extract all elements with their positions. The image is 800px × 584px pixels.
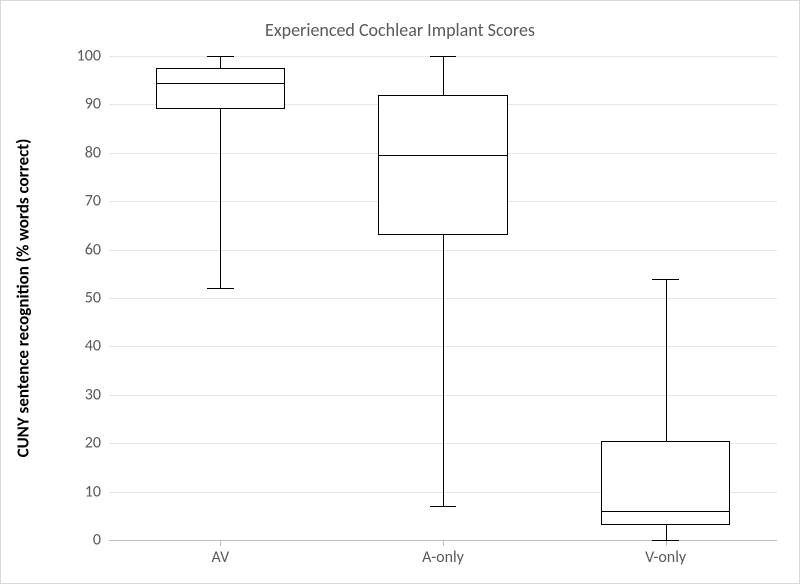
median-line <box>156 83 285 84</box>
whisker-cap-upper <box>652 279 679 280</box>
y-tick-label: 100 <box>77 47 101 66</box>
whisker-cap-upper <box>207 56 234 57</box>
y-tick-label: 20 <box>85 434 101 453</box>
y-tick-label: 0 <box>93 531 101 550</box>
y-tick-label: 30 <box>85 385 101 404</box>
chart-title: Experienced Cochlear Implant Scores <box>1 19 799 41</box>
whisker-cap-lower <box>207 288 234 289</box>
whisker-lower <box>443 235 444 506</box>
x-tick-label: AV <box>212 548 230 567</box>
y-tick-label: 50 <box>85 289 101 308</box>
x-tick-mark <box>443 540 444 546</box>
whisker-lower <box>666 525 667 540</box>
x-tick-label: A-only <box>422 548 464 567</box>
whisker-cap-upper <box>430 56 457 57</box>
y-tick-label: 80 <box>85 143 101 162</box>
box <box>601 441 730 526</box>
whisker-upper <box>666 279 667 441</box>
whisker-lower <box>220 109 221 288</box>
y-tick-label: 90 <box>85 95 101 114</box>
x-tick-mark <box>220 540 221 546</box>
box <box>378 95 507 235</box>
whisker-cap-lower <box>652 540 679 541</box>
whisker-upper <box>220 56 221 68</box>
y-axis-title: CUNY sentence recognition (% words corre… <box>13 139 34 458</box>
median-line <box>378 155 507 156</box>
whisker-cap-lower <box>430 506 457 507</box>
y-tick-label: 70 <box>85 192 101 211</box>
whisker-upper <box>443 56 444 95</box>
y-tick-label: 10 <box>85 482 101 501</box>
box <box>156 68 285 109</box>
chart-frame: Experienced Cochlear Implant Scores CUNY… <box>0 0 800 584</box>
y-tick-label: 40 <box>85 337 101 356</box>
median-line <box>601 511 730 512</box>
y-tick-label: 60 <box>85 240 101 259</box>
x-tick-label: V-only <box>645 548 686 567</box>
plot-area: 0102030405060708090100AVA-onlyV-only <box>109 56 777 540</box>
